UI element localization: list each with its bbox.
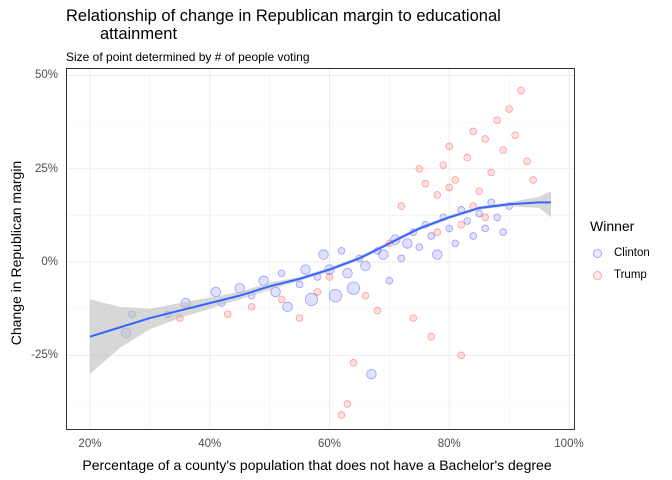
data-point-clinton	[318, 249, 329, 260]
y-tick-label: -25%	[31, 349, 58, 362]
data-point-clinton	[397, 254, 406, 263]
data-point-clinton	[304, 292, 319, 306]
data-point-trump	[343, 400, 352, 408]
data-point-trump	[475, 187, 483, 195]
data-point-trump	[223, 310, 232, 319]
data-point-trump	[529, 176, 537, 184]
data-point-trump	[421, 179, 430, 188]
data-point-clinton	[469, 232, 478, 240]
data-point-trump	[445, 183, 454, 192]
data-point-clinton	[295, 280, 304, 289]
data-point-trump	[445, 142, 454, 151]
data-point-clinton	[432, 249, 443, 260]
data-point-trump	[433, 228, 442, 237]
data-point-trump	[337, 411, 346, 419]
data-point-trump	[295, 314, 304, 322]
chart-title-line2: attainment	[100, 25, 178, 43]
data-point-clinton	[427, 232, 436, 240]
data-point-trump	[349, 359, 358, 367]
data-point-trump	[457, 220, 466, 229]
x-tick-label: 80%	[437, 438, 461, 450]
data-point-trump	[415, 164, 424, 173]
data-point-trump	[247, 303, 256, 311]
data-point-trump	[409, 314, 418, 322]
data-point-trump	[505, 105, 513, 113]
data-point-clinton	[402, 238, 413, 249]
data-point-clinton	[342, 268, 353, 279]
x-axis-label: Percentage of a county's population that…	[82, 457, 552, 473]
legend-item-clinton: Clinton	[590, 242, 650, 264]
data-point-clinton	[463, 217, 472, 225]
chart-subtitle: Size of point determined by # of people …	[66, 50, 310, 64]
legend-item-trump: Trump	[590, 264, 650, 286]
data-point-trump	[481, 135, 489, 143]
smooth-trend-line	[89, 201, 552, 338]
x-tick-label: 40%	[198, 438, 222, 450]
data-point-clinton	[493, 213, 501, 222]
data-point-trump	[373, 306, 382, 315]
chart-title-line1: Relationship of change in Republican mar…	[66, 7, 501, 25]
legend: Winner Clinton Trump	[590, 218, 650, 286]
data-point-clinton	[445, 224, 454, 233]
panel-border	[66, 68, 575, 430]
data-point-trump	[397, 202, 406, 210]
y-axis-label: Change in Republican margin	[8, 160, 24, 346]
data-point-trump	[523, 157, 531, 166]
data-point-trump	[427, 332, 436, 341]
x-tick-label: 20%	[78, 438, 102, 450]
data-point-trump	[433, 191, 442, 199]
legend-key-trump	[590, 268, 604, 282]
data-point-clinton	[475, 209, 483, 218]
data-point-trump	[313, 288, 322, 296]
data-point-clinton	[210, 286, 221, 298]
data-point-clinton	[385, 276, 394, 285]
data-point-clinton	[282, 301, 293, 313]
data-point-trump	[277, 295, 286, 304]
data-point-clinton	[378, 249, 389, 260]
data-point-trump	[517, 86, 525, 95]
data-point-trump	[481, 213, 489, 222]
data-point-clinton	[415, 243, 424, 251]
data-point-clinton	[328, 289, 343, 303]
data-point-clinton	[366, 368, 377, 380]
y-tick-label: 0%	[41, 256, 58, 269]
data-point-clinton	[451, 239, 460, 248]
data-point-clinton	[499, 228, 507, 237]
data-point-clinton	[360, 260, 371, 271]
data-point-trump	[487, 168, 495, 177]
data-point-trump	[451, 176, 460, 184]
legend-label-clinton: Clinton	[614, 247, 650, 259]
data-point-trump	[463, 153, 472, 162]
data-point-clinton	[337, 247, 346, 255]
legend-label-trump: Trump	[614, 269, 647, 281]
plot-area	[66, 68, 575, 430]
data-point-trump	[493, 116, 501, 125]
y-tick-label: 25%	[34, 162, 58, 175]
legend-title: Winner	[590, 218, 635, 234]
data-point-trump	[499, 146, 507, 154]
data-point-trump	[361, 291, 370, 300]
data-point-trump	[439, 161, 448, 169]
x-tick-label: 60%	[317, 438, 341, 450]
data-point-trump	[325, 273, 334, 281]
data-point-clinton	[277, 269, 286, 278]
data-point-clinton	[346, 281, 361, 295]
legend-key-clinton	[590, 246, 604, 260]
x-tick-label: 100%	[554, 438, 584, 450]
data-point-clinton	[481, 224, 489, 233]
data-point-trump	[457, 351, 466, 360]
data-point-trump	[511, 131, 519, 139]
data-point-clinton	[300, 264, 311, 275]
y-tick-label: 50%	[34, 69, 58, 82]
data-point-trump	[469, 127, 478, 136]
chart-title: Relationship of change in Republican mar…	[66, 7, 566, 43]
